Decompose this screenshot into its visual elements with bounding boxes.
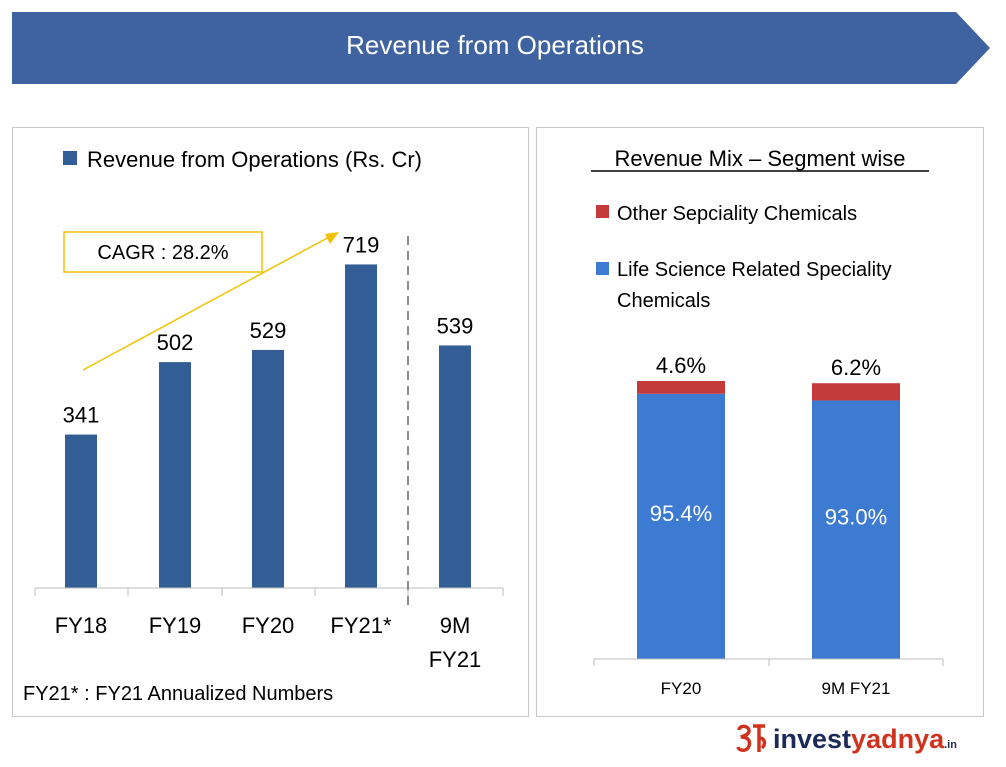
header-banner: Revenue from Operations [0,0,1006,90]
x-tick-label: FY19 [149,613,202,638]
logo-mark-icon [736,724,767,752]
logo-text-suffix: .in [944,739,957,751]
revenue-bar-chart: Revenue from Operations (Rs. Cr) 341 FY18 5… [23,147,504,705]
revenue-mix-chart: Revenue Mix – Segment wise Other Sepciali… [591,146,944,698]
bar-life-science-9m-fy21 [812,400,900,659]
legend-swatch-other [596,205,609,218]
value-label-fy21: 719 [343,232,380,257]
cagr-label: CAGR : 28.2% [97,242,228,264]
value-label-life-science-9m-fy21: 93.0% [825,505,887,530]
bar-fy21 [345,264,377,588]
page-title: Revenue from Operations [346,30,644,60]
value-label-other-fy20: 4.6% [656,353,706,378]
legend-label-revenue: Revenue from Operations (Rs. Cr) [87,147,422,172]
investyadnya-logo: investyadnya.in [735,722,995,758]
value-label-fy20: 529 [250,318,287,343]
bar-fy19 [159,362,191,588]
value-label-fy19: 502 [157,330,194,355]
cagr-box [63,231,263,273]
value-label-life-science-fy20: 95.4% [650,501,712,526]
bar-other-fy20 [637,381,725,394]
value-label-fy18: 341 [63,403,100,428]
bar-life-science-fy20 [637,393,725,659]
footnote: FY21* : FY21 Annualized Numbers [23,683,333,705]
legend-swatch-life-science [596,262,609,275]
bar-9m-fy21 [439,345,471,588]
logo-text-yadnya: yadnya [851,724,945,754]
x-tick-label: FY20 [661,679,702,698]
revenue-chart-panel: Revenue from Operations (Rs. Cr) 341 FY18 5… [12,127,529,717]
cagr-trend-arrow [82,235,332,371]
legend-label-life-science: Life Science Related Speciality [617,259,892,281]
bar-fy20 [252,349,284,588]
legend-swatch-revenue [63,151,77,165]
x-tick-label: 9M [440,613,471,638]
logo-text-invest: invest [773,724,852,754]
cagr-arrow-head [325,232,339,244]
revenue-mix-panel: Revenue Mix – Segment wise Other Sepciali… [536,127,984,717]
bar-fy18 [65,434,97,588]
bar-other-9m-fy21 [812,383,900,401]
x-tick-label: FY20 [242,613,295,638]
legend-label-life-science-cont: Chemicals [617,290,710,312]
x-tick-label: FY21 [429,647,482,672]
x-tick-label: FY21* [330,613,392,638]
banner-arrow-shape [12,12,990,84]
value-label-9m-fy21: 539 [437,313,474,338]
chart-title: Revenue Mix – Segment wise [614,146,905,171]
legend-label-other: Other Sepciality Chemicals [617,203,857,225]
x-tick-label: 9M FY21 [822,679,891,698]
value-label-other-9m-fy21: 6.2% [831,355,881,380]
x-tick-label: FY18 [55,613,108,638]
